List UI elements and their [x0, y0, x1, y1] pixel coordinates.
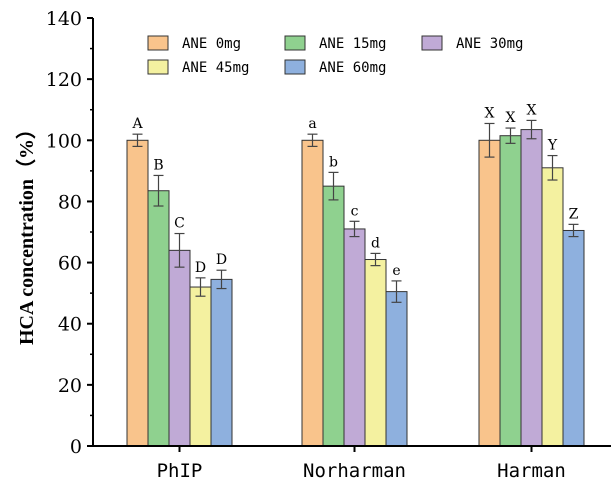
- significance-label: C: [174, 216, 185, 232]
- x-tick-label-norharman: Norharman: [303, 460, 406, 482]
- bar-norharman-ane-45mg: [364, 259, 387, 447]
- legend-swatch-ane-15mg: [284, 35, 306, 51]
- x-axis: PhIP Norharman Harman: [92, 445, 611, 482]
- significance-label: b: [329, 154, 338, 170]
- significance-label: Y: [547, 138, 558, 154]
- significance-label: B: [153, 157, 163, 173]
- bar-harman-ane-0mg: [478, 139, 501, 447]
- y-axis-label: HCA concentration（%）: [15, 119, 38, 345]
- significance-label: e: [392, 263, 400, 279]
- bar-phip-ane-45mg: [189, 286, 212, 447]
- y-tick-label: 60: [58, 253, 82, 275]
- bar-phip-ane-0mg: [126, 139, 149, 447]
- bar-norharman-ane-15mg: [322, 185, 345, 447]
- y-tick-label: 120: [46, 69, 82, 91]
- y-tick-label: 140: [46, 8, 82, 30]
- y-tick-label: 40: [58, 314, 82, 336]
- significance-label: d: [371, 235, 380, 251]
- x-tick-label-harman: Harman: [497, 460, 566, 482]
- legend-swatch-ane-45mg: [147, 59, 169, 75]
- bar-phip-ane-15mg: [147, 190, 170, 447]
- y-tick-label: 20: [58, 375, 82, 397]
- bar-harman-ane-15mg: [499, 135, 522, 447]
- bar-norharman-ane-60mg: [385, 291, 408, 447]
- bar-norharman-ane-30mg: [343, 228, 366, 447]
- legend-swatch-ane-60mg: [284, 59, 306, 75]
- legend-label-ane-45mg: ANE 45mg: [182, 60, 249, 76]
- bar-norharman-ane-0mg: [301, 139, 324, 447]
- y-axis: 0 20 40 60 80 100 120 140: [46, 8, 94, 458]
- significance-label: a: [308, 116, 316, 132]
- legend-label-ane-60mg: ANE 60mg: [319, 60, 386, 76]
- legend-swatch-ane-30mg: [421, 35, 443, 51]
- significance-label: c: [351, 203, 359, 219]
- y-tick-label: 80: [58, 191, 82, 213]
- significance-label: Z: [569, 206, 579, 222]
- significance-label: D: [216, 252, 227, 268]
- legend-swatch-ane-0mg: [147, 35, 169, 51]
- bar-harman-ane-30mg: [520, 129, 543, 447]
- significance-label: X: [527, 102, 537, 118]
- significance-label: A: [131, 116, 143, 132]
- legend-label-ane-0mg: ANE 0mg: [182, 36, 241, 52]
- legend-label-ane-15mg: ANE 15mg: [319, 36, 386, 52]
- bar-phip-ane-60mg: [210, 278, 233, 447]
- y-tick-label: 100: [46, 130, 82, 152]
- significance-label: X: [485, 105, 495, 121]
- y-tick-label: 0: [70, 436, 82, 458]
- legend: ANE 0mg ANE 15mg ANE 30mg ANE 45mg ANE 60mg: [147, 35, 523, 76]
- bar-harman-ane-45mg: [541, 167, 564, 447]
- x-tick-label-phip: PhIP: [157, 460, 203, 482]
- significance-label: D: [195, 260, 206, 276]
- bar-harman-ane-60mg: [562, 229, 585, 447]
- significance-label: X: [506, 110, 516, 126]
- bar-phip-ane-30mg: [168, 249, 191, 447]
- legend-label-ane-30mg: ANE 30mg: [456, 36, 523, 52]
